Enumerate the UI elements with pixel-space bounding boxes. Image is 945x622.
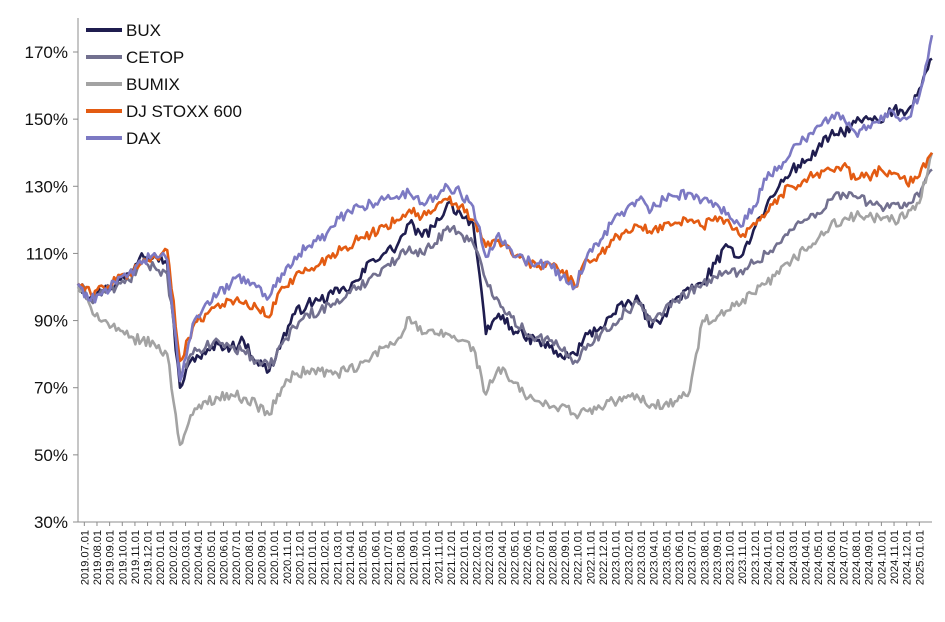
x-tick-label: 2022.07.01 — [535, 530, 547, 585]
x-tick-label: 2023.03.01 — [636, 530, 648, 585]
x-tick-label: 2022.10.01 — [573, 530, 585, 585]
x-tick-label: 2022.05.01 — [509, 530, 521, 585]
x-tick-label: 2023.05.01 — [661, 530, 673, 585]
x-tick-label: 2024.12.01 — [902, 530, 914, 585]
x-tick-label: 2020.05.01 — [206, 530, 218, 585]
legend-label: DJ STOXX 600 — [126, 102, 242, 121]
x-tick-label: 2019.11.01 — [130, 530, 142, 584]
x-tick-label: 2023.12.01 — [750, 530, 762, 585]
x-tick-label: 2023.09.01 — [712, 530, 724, 585]
x-tick-label: 2023.11.01 — [737, 530, 749, 584]
y-tick-label: 50% — [34, 446, 68, 465]
x-tick-label: 2020.02.01 — [168, 530, 180, 585]
y-tick-label: 170% — [25, 43, 68, 62]
x-tick-label: 2023.04.01 — [649, 530, 661, 585]
x-tick-label: 2022.09.01 — [560, 530, 572, 585]
x-tick-label: 2020.06.01 — [218, 530, 230, 585]
x-tick-label: 2019.12.01 — [143, 530, 155, 585]
x-tick-label: 2024.11.01 — [889, 530, 901, 584]
series-line-bumix — [76, 152, 934, 447]
x-tick-label: 2022.08.01 — [547, 530, 559, 585]
x-tick-label: 2024.03.01 — [788, 530, 800, 585]
x-tick-label: 2020.12.01 — [294, 530, 306, 585]
series-layer — [76, 34, 934, 447]
x-tick-label: 2023.02.01 — [623, 530, 635, 585]
x-tick-label: 2024.06.01 — [826, 530, 838, 585]
x-tick-label: 2020.04.01 — [193, 530, 205, 585]
x-tick-label: 2023.06.01 — [674, 530, 686, 585]
x-tick-label: 2024.04.01 — [800, 530, 812, 585]
x-tick-label: 2020.01.01 — [155, 530, 167, 585]
x-tick-label: 2022.11.01 — [585, 530, 597, 584]
x-tick-label: 2020.08.01 — [244, 530, 256, 585]
x-tick-label: 2020.11.01 — [282, 530, 294, 584]
x-tick-label: 2021.07.01 — [383, 530, 395, 585]
series-line-dax — [76, 34, 934, 383]
x-tick-label: 2021.11.01 — [434, 530, 446, 584]
x-tick-label: 2021.09.01 — [408, 530, 420, 585]
series-line-bux — [76, 57, 933, 389]
x-tick-label: 2024.05.01 — [813, 530, 825, 585]
y-tick-label: 110% — [26, 244, 68, 263]
x-tick-label: 2022.01.01 — [459, 530, 471, 585]
x-tick-label: 2020.10.01 — [269, 530, 281, 585]
x-tick-label: 2023.07.01 — [687, 530, 699, 585]
x-tick-label: 2021.08.01 — [396, 530, 408, 585]
x-tick-label: 2019.10.01 — [117, 530, 129, 585]
x-tick-label: 2021.01.01 — [307, 530, 319, 585]
x-tick-label: 2022.06.01 — [522, 530, 534, 585]
legend-label: DAX — [126, 129, 161, 148]
x-tick-label: 2020.03.01 — [181, 530, 193, 585]
y-tick-label: 30% — [34, 513, 68, 532]
x-tick-label: 2021.02.01 — [320, 530, 332, 585]
x-tick-label: 2024.10.01 — [876, 530, 888, 585]
x-tick-label: 2021.03.01 — [332, 530, 344, 585]
x-tick-label: 2022.12.01 — [598, 530, 610, 585]
y-tick-label: 150% — [25, 110, 68, 129]
x-tick-label: 2024.09.01 — [864, 530, 876, 585]
x-tick-label: 2024.08.01 — [851, 530, 863, 585]
legend-label: BUMIX — [126, 75, 180, 94]
x-tick-label: 2023.08.01 — [699, 530, 711, 585]
series-line-cetop — [76, 168, 933, 376]
legend: BUX CETOP BUMIX DJ STOXX 600 DAX — [86, 21, 242, 148]
y-tick-label: 70% — [34, 379, 68, 398]
y-tick-label: 90% — [34, 312, 68, 331]
y-tick-label: 130% — [25, 177, 68, 196]
x-tick-label: 2019.07.01 — [79, 530, 91, 585]
x-tick-label: 2021.04.01 — [345, 530, 357, 585]
x-tick-label: 2020.07.01 — [231, 530, 243, 585]
x-tick-label: 2023.10.01 — [725, 530, 737, 585]
x-tick-label: 2021.10.01 — [421, 530, 433, 585]
legend-label: CETOP — [126, 48, 184, 67]
x-tick-label: 2021.06.01 — [370, 530, 382, 585]
series-line-dj-stoxx-600 — [77, 151, 934, 363]
x-tick-label: 2024.01.01 — [763, 530, 775, 585]
x-tick-label: 2021.12.01 — [446, 530, 458, 585]
x-tick-label: 2019.08.01 — [92, 530, 104, 585]
x-tick-label: 2022.04.01 — [497, 530, 509, 585]
x-tick-label: 2024.07.01 — [838, 530, 850, 585]
x-tick-label: 2021.05.01 — [358, 530, 370, 585]
x-tick-label: 2020.09.01 — [256, 530, 268, 585]
legend-label: BUX — [126, 21, 161, 40]
x-tick-label: 2022.03.01 — [484, 530, 496, 585]
x-tick-label: 2025.01.01 — [914, 530, 926, 585]
x-tick-label: 2019.09.01 — [105, 530, 117, 585]
x-tick-label: 2023.01.01 — [611, 530, 623, 585]
axes: 30%50%70%90%110%130%150%170%2019.07.01 20… — [25, 18, 932, 585]
x-tick-label: 2022.02.01 — [472, 530, 484, 585]
x-tick-label: 2024.02.01 — [775, 530, 787, 585]
